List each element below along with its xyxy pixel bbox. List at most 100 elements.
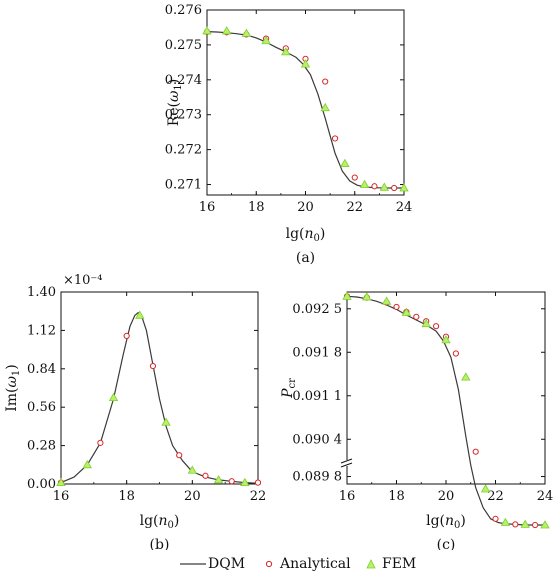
legend-dqm: DQM — [178, 553, 245, 575]
fem-point — [202, 26, 212, 35]
fem-point — [187, 465, 198, 474]
y-tick-label: 1.40 — [27, 285, 56, 300]
analytical-point — [202, 472, 209, 479]
fem-point — [480, 484, 491, 493]
analytical-point — [492, 515, 499, 522]
x-tick-label: 20 — [438, 489, 455, 504]
fem-point — [241, 28, 252, 37]
fem-point — [421, 318, 431, 328]
x-tick-label: 16 — [339, 489, 356, 504]
y-tick-label: 0.276 — [165, 3, 202, 18]
fem-point — [261, 35, 271, 45]
analytical-point — [322, 78, 329, 85]
fem-point — [362, 292, 372, 301]
x-tick-label: 18 — [118, 489, 135, 504]
fem-point — [379, 182, 389, 191]
panel-caption-a: (a) — [296, 250, 315, 266]
axis-break-mark — [340, 462, 353, 468]
x-tick-label: 22 — [250, 489, 267, 504]
legend-analytical: Analytical — [258, 553, 351, 575]
analytical-point — [176, 452, 183, 459]
fem-point — [399, 183, 409, 192]
dqm-curve-a — [206, 31, 404, 189]
y-tick-label: 0.273 — [165, 108, 202, 123]
y-tick-label: 0.84 — [27, 362, 56, 377]
fem-point — [500, 517, 511, 526]
y-tick-label: 0.092 5 — [292, 302, 342, 317]
fem-point — [381, 296, 392, 305]
fem-point — [461, 372, 471, 381]
x-tick-label: 16 — [199, 200, 216, 215]
legend-circle-swatch — [265, 560, 273, 568]
y-axis-label-b: Im(ω1) — [4, 364, 22, 412]
fem-point — [401, 307, 412, 316]
fem-point — [340, 158, 350, 167]
analytical-point — [532, 521, 539, 529]
analytical-point — [351, 174, 358, 181]
x-axis-label-c: lg(n0) — [426, 513, 466, 531]
analytical-point — [254, 479, 262, 486]
x-tick-label: 24 — [396, 200, 413, 215]
x-tick-label: 22 — [346, 200, 363, 215]
y-tick-label: 0.00 — [27, 477, 56, 492]
analytical-point — [512, 521, 519, 528]
analytical-point — [413, 313, 420, 320]
fem-point — [82, 459, 92, 469]
fem-point — [281, 47, 291, 56]
plot-frame-b — [60, 291, 259, 485]
analytical-point — [452, 350, 459, 357]
legend-fem-label: FEM — [382, 556, 417, 572]
fem-point — [300, 59, 311, 68]
plot-frame-c — [346, 291, 546, 485]
y-tick-label: 0.091 8 — [292, 345, 342, 360]
analytical-point — [391, 184, 398, 192]
axis-break-gap — [342, 460, 352, 466]
y-tick-label: 0.090 4 — [292, 432, 342, 447]
fem-point — [222, 26, 232, 35]
x-axis-label-b: lg(n0) — [140, 513, 180, 531]
y-tick-label: 0.272 — [165, 143, 202, 158]
panel-caption-c: (c) — [437, 537, 456, 550]
fem-point — [161, 417, 171, 426]
analytical-point — [472, 448, 479, 455]
x-axis-label-a: lg(n0) — [286, 226, 326, 244]
y-axis-label-a: Re(ω1) — [166, 79, 184, 127]
y-tick-label: 0.091 1 — [292, 389, 342, 404]
analytical-point — [123, 332, 130, 339]
y-tick-label: 0.271 — [165, 178, 202, 193]
axis-break-mark — [340, 458, 353, 464]
fem-point — [359, 179, 370, 188]
fem-point — [240, 477, 250, 487]
x-tick-label: 18 — [248, 200, 265, 215]
x-tick-label: 20 — [297, 200, 314, 215]
fem-point — [56, 477, 66, 487]
legend-line-swatch — [180, 563, 206, 565]
figure-canvas: 16 18 20 22 24 0.271 0.272 0.273 0.274 0.275 0.276… — [4, 3, 553, 550]
y-tick-label: 1.12 — [27, 323, 56, 338]
analytical-point — [149, 362, 157, 370]
fem-point — [135, 310, 145, 319]
x-tick-label: 20 — [184, 489, 201, 504]
fem-point — [213, 475, 224, 484]
x-tick-label: 16 — [53, 489, 70, 504]
analytical-point — [433, 323, 440, 330]
x-tick-label: 22 — [487, 489, 504, 504]
fem-point — [441, 335, 451, 344]
analytical-point — [331, 135, 339, 142]
analytical-point — [371, 183, 378, 190]
legend-analytical-label: Analytical — [280, 556, 351, 572]
legend-triangle-swatch — [366, 559, 376, 569]
analytical-point — [393, 303, 400, 311]
fem-point — [520, 519, 530, 528]
legend: DQM Analytical FEM — [0, 553, 559, 575]
fem-point — [540, 520, 550, 529]
x-tick-label: 18 — [388, 489, 405, 504]
y-tick-label: 0.089 8 — [292, 470, 342, 485]
fem-point — [342, 291, 352, 300]
analytical-point — [228, 478, 235, 485]
fem-point — [320, 102, 330, 112]
analytical-point — [97, 439, 104, 446]
y-tick-label: 0.275 — [165, 38, 202, 53]
y-axis-label-c: Pcr — [280, 378, 298, 399]
dqm-curve-b — [60, 312, 259, 484]
